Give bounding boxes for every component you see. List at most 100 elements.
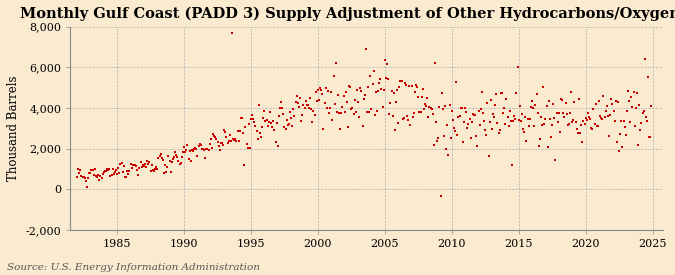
Point (150, 166, 161, 171)
Point (511, 90, 522, 95)
Point (121, 175, 132, 179)
Point (296, 119, 306, 123)
Point (157, 156, 167, 160)
Point (118, 164, 129, 169)
Point (545, 135, 556, 140)
Point (367, 82, 378, 86)
Point (176, 161, 186, 165)
Point (152, 167, 163, 171)
Point (572, 130, 583, 135)
Point (570, 119, 581, 124)
Point (429, 143, 439, 148)
Point (87, 167, 98, 172)
Point (318, 127, 329, 131)
Point (138, 164, 149, 168)
Point (146, 163, 157, 167)
Point (487, 127, 497, 132)
Point (598, 94, 609, 98)
Point (301, 103, 312, 108)
Point (468, 111, 479, 116)
Point (259, 108, 270, 113)
Point (519, 130, 530, 134)
Point (111, 168, 122, 172)
Point (551, 111, 562, 116)
Point (588, 107, 599, 111)
Point (240, 125, 251, 129)
Point (427, 106, 437, 111)
Point (253, 103, 264, 107)
Point (188, 149, 198, 153)
Point (641, 119, 652, 124)
Point (295, 96, 306, 100)
Point (333, 92, 344, 97)
Point (489, 115, 500, 119)
Point (335, 127, 346, 131)
Point (449, 126, 460, 130)
Point (244, 146, 255, 150)
Point (574, 131, 585, 136)
Point (398, 116, 409, 120)
Point (337, 104, 348, 109)
Point (566, 89, 576, 94)
Point (453, 115, 464, 119)
Point (362, 85, 373, 89)
Point (359, 93, 370, 97)
Point (460, 106, 470, 110)
Point (555, 130, 566, 134)
Point (381, 62, 392, 66)
Point (508, 119, 518, 123)
Point (346, 107, 357, 112)
Point (518, 127, 529, 132)
Point (261, 118, 272, 122)
Point (338, 94, 349, 98)
Point (418, 107, 429, 111)
Text: Source: U.S. Energy Information Administration: Source: U.S. Energy Information Administ… (7, 263, 260, 272)
Point (74, 171, 84, 176)
Point (107, 167, 118, 171)
Point (406, 83, 417, 88)
Point (94, 178, 105, 182)
Point (401, 82, 412, 87)
Point (383, 77, 394, 82)
Point (559, 115, 570, 120)
Point (215, 141, 226, 145)
Point (173, 158, 184, 163)
Point (484, 120, 495, 124)
Point (637, 111, 648, 116)
Point (619, 124, 630, 129)
Point (207, 145, 217, 150)
Point (403, 117, 414, 122)
Point (147, 168, 158, 173)
Point (372, 108, 383, 113)
Point (347, 106, 358, 111)
Point (579, 121, 590, 126)
Point (227, 31, 238, 35)
Point (239, 163, 250, 167)
Point (371, 89, 381, 94)
Point (591, 124, 602, 128)
Point (408, 111, 419, 116)
Point (514, 104, 525, 108)
Point (103, 167, 113, 172)
Point (340, 90, 351, 94)
Point (73, 167, 84, 171)
Point (196, 147, 207, 151)
Point (263, 119, 274, 124)
Point (596, 116, 607, 120)
Point (393, 121, 404, 125)
Point (625, 119, 636, 124)
Point (313, 88, 323, 92)
Point (472, 144, 483, 148)
Point (521, 139, 532, 143)
Point (250, 123, 261, 128)
Point (258, 116, 269, 120)
Point (475, 107, 486, 111)
Point (580, 116, 591, 120)
Point (342, 100, 352, 104)
Point (249, 119, 260, 124)
Point (454, 114, 465, 118)
Point (101, 169, 111, 173)
Point (531, 92, 542, 97)
Point (356, 89, 367, 94)
Point (232, 128, 243, 133)
